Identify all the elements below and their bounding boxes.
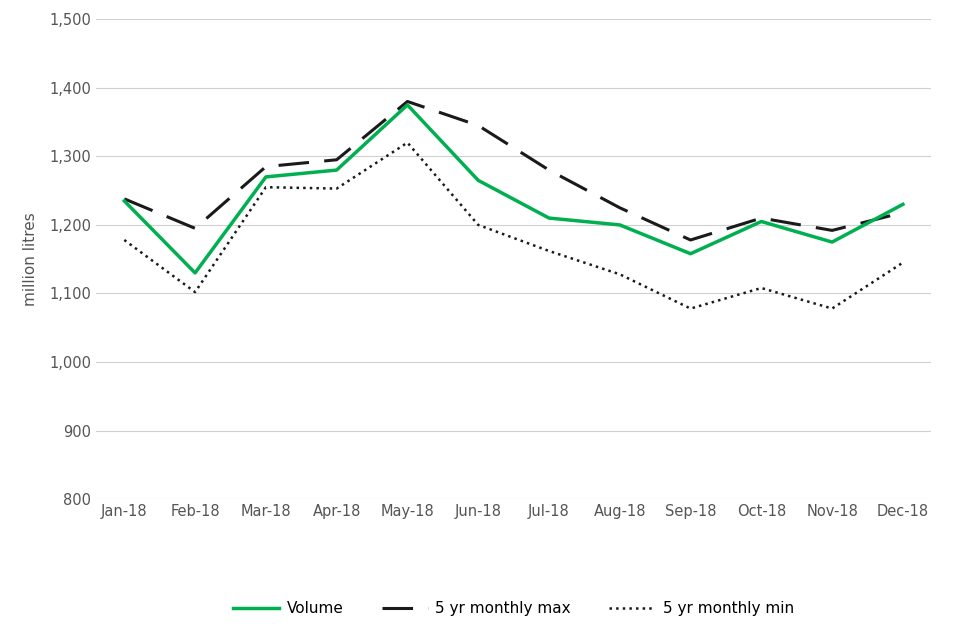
5 yr monthly max — [331, 156, 343, 164]
5 yr monthly max — [472, 122, 484, 129]
5 yr monthly min — [827, 305, 838, 312]
Volume — [401, 101, 413, 109]
5 yr monthly min — [189, 288, 201, 296]
5 yr monthly min — [331, 185, 343, 193]
Volume — [756, 218, 767, 225]
5 yr monthly min — [401, 139, 413, 147]
5 yr monthly max — [401, 98, 413, 106]
5 yr monthly max — [756, 214, 767, 222]
5 yr monthly min — [543, 247, 555, 255]
Volume — [260, 173, 272, 180]
5 yr monthly min — [118, 236, 130, 244]
5 yr monthly min — [898, 259, 909, 266]
Volume — [189, 269, 201, 276]
5 yr monthly min — [756, 284, 767, 292]
5 yr monthly max — [189, 225, 201, 232]
Volume — [543, 214, 555, 222]
5 yr monthly min — [684, 305, 696, 312]
Legend: Volume, 5 yr monthly max, 5 yr monthly min: Volume, 5 yr monthly max, 5 yr monthly m… — [228, 595, 800, 623]
5 yr monthly max — [684, 236, 696, 244]
5 yr monthly max — [827, 227, 838, 234]
5 yr monthly max — [260, 163, 272, 170]
Volume — [118, 197, 130, 205]
Volume — [898, 200, 909, 208]
5 yr monthly min — [472, 221, 484, 228]
5 yr monthly min — [260, 183, 272, 191]
5 yr monthly max — [898, 209, 909, 216]
Volume — [331, 166, 343, 174]
Y-axis label: million litres: million litres — [23, 212, 38, 306]
Line: 5 yr monthly min: 5 yr monthly min — [124, 143, 903, 308]
Volume — [472, 177, 484, 184]
5 yr monthly max — [118, 195, 130, 203]
Volume — [614, 221, 626, 228]
5 yr monthly max — [543, 166, 555, 174]
Line: Volume: Volume — [124, 105, 903, 273]
Line: 5 yr monthly max: 5 yr monthly max — [124, 102, 903, 240]
Volume — [684, 250, 696, 257]
5 yr monthly max — [614, 204, 626, 212]
5 yr monthly min — [614, 271, 626, 278]
Volume — [827, 238, 838, 246]
